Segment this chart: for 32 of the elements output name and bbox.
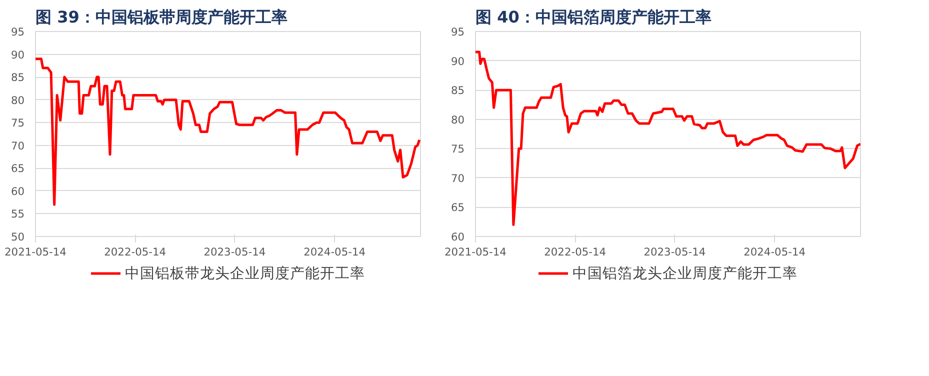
y-tick-label: 85 bbox=[450, 84, 465, 98]
y-tick-label: 70 bbox=[10, 139, 25, 152]
line-series bbox=[36, 58, 420, 206]
line-series bbox=[476, 50, 860, 226]
y-tick-label: 75 bbox=[10, 116, 25, 130]
y-tick-label: 85 bbox=[10, 71, 25, 84]
x-tick-label: 2021-05-14 bbox=[444, 246, 507, 258]
y-tick-label: 60 bbox=[450, 230, 465, 244]
y-tick-label: 80 bbox=[450, 113, 465, 126]
y-tick-label: 80 bbox=[10, 94, 25, 107]
y-tick-label: 90 bbox=[10, 48, 25, 62]
chart-title: 图 40：中国铝箔周度产能开工率 bbox=[476, 8, 712, 26]
y-tick-label: 75 bbox=[450, 142, 465, 156]
legend-label: 中国铝箔龙头企业周度产能开工率 bbox=[572, 264, 798, 282]
x-tick-label: 2023-05-14 bbox=[204, 246, 266, 258]
legend-label: 中国铝板带龙头企业周度产能开工率 bbox=[125, 264, 365, 282]
chart-title: 图 39：中国铝板带周度产能开工率 bbox=[36, 8, 288, 26]
x-tick-label: 2023-05-14 bbox=[644, 246, 706, 258]
y-tick-label: 95 bbox=[10, 26, 25, 38]
y-tick-label: 65 bbox=[10, 162, 25, 176]
y-tick-label: 60 bbox=[10, 184, 25, 198]
x-tick-label: 2022-05-14 bbox=[544, 246, 606, 258]
x-tick-label: 2024-05-14 bbox=[304, 246, 366, 258]
y-tick-label: 55 bbox=[10, 208, 25, 221]
y-tick-label: 95 bbox=[450, 26, 465, 38]
x-tick-label: 2022-05-14 bbox=[104, 246, 166, 258]
x-tick-label: 2024-05-14 bbox=[744, 246, 806, 258]
y-tick-label: 50 bbox=[10, 230, 25, 244]
x-tick-label: 2021-05-14 bbox=[4, 246, 67, 258]
y-tick-label: 70 bbox=[450, 172, 465, 185]
y-tick-label: 65 bbox=[450, 201, 465, 214]
y-tick-label: 90 bbox=[450, 54, 465, 68]
